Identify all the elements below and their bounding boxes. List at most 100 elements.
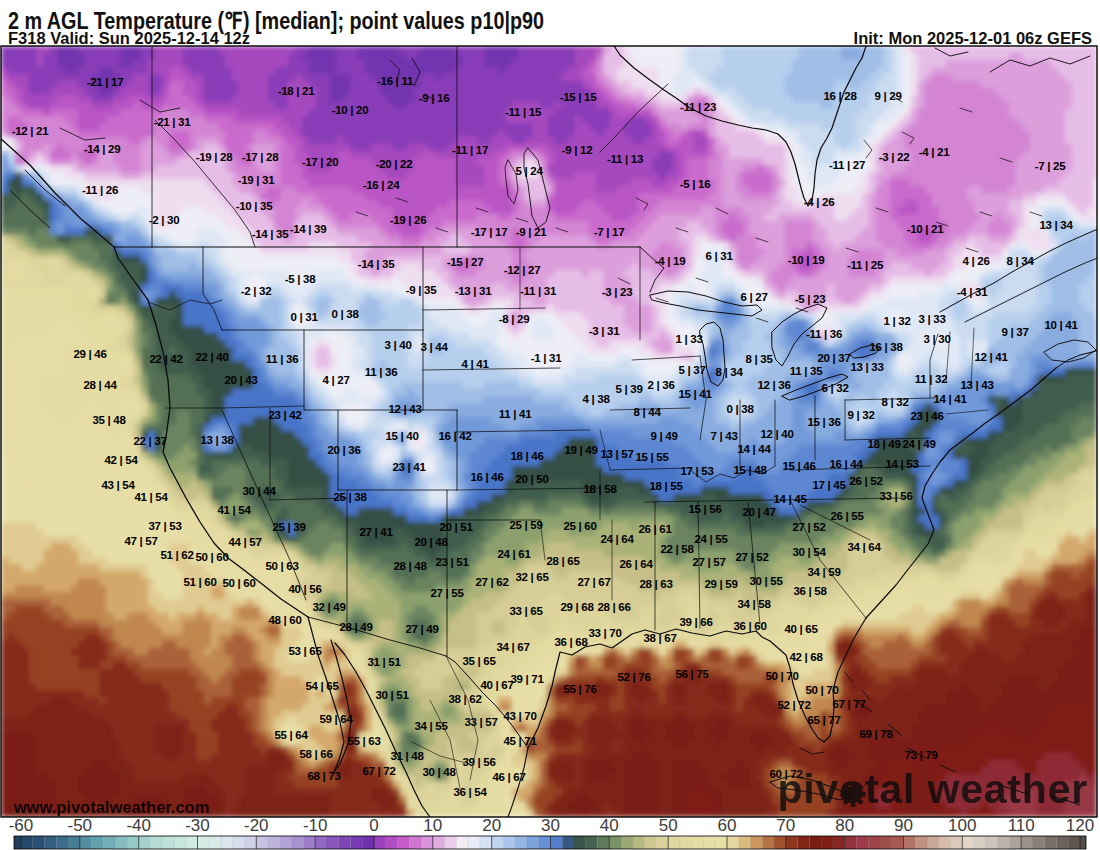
svg-text:20 | 37: 20 | 37 [817, 352, 850, 364]
svg-text:30 | 48: 30 | 48 [422, 766, 456, 778]
svg-text:37 | 53: 37 | 53 [148, 520, 181, 532]
svg-text:25 | 38: 25 | 38 [333, 491, 367, 503]
svg-text:-21 | 17: -21 | 17 [87, 76, 124, 88]
svg-text:73 | 79: 73 | 79 [904, 749, 937, 761]
svg-text:27 | 41: 27 | 41 [359, 526, 393, 538]
svg-text:20 | 43: 20 | 43 [224, 374, 257, 386]
svg-text:20 | 47: 20 | 47 [742, 506, 775, 518]
svg-text:39 | 56: 39 | 56 [462, 756, 495, 768]
svg-text:23 | 41: 23 | 41 [392, 461, 426, 473]
svg-text:28 | 63: 28 | 63 [639, 578, 672, 590]
svg-text:33 | 65: 33 | 65 [509, 605, 543, 617]
svg-text:-14 | 35: -14 | 35 [358, 258, 396, 270]
svg-text:36 | 68: 36 | 68 [554, 636, 588, 648]
svg-text:-9 | 12: -9 | 12 [562, 144, 593, 156]
svg-text:11 | 36: 11 | 36 [365, 366, 397, 378]
svg-text:51 | 62: 51 | 62 [160, 549, 193, 561]
svg-text:-60: -60 [9, 816, 34, 835]
svg-text:40 | 56: 40 | 56 [288, 583, 321, 595]
svg-text:12 | 43: 12 | 43 [388, 403, 421, 415]
svg-text:50 | 70: 50 | 70 [765, 670, 798, 682]
svg-text:-4 | 19: -4 | 19 [655, 255, 686, 267]
svg-text:8 | 34: 8 | 34 [1007, 255, 1035, 267]
svg-text:14 | 44: 14 | 44 [737, 443, 771, 455]
svg-text:23 | 46: 23 | 46 [910, 410, 943, 422]
svg-text:23 | 42: 23 | 42 [268, 409, 301, 421]
svg-text:12 | 41: 12 | 41 [974, 351, 1008, 363]
svg-text:18 | 55: 18 | 55 [649, 480, 683, 492]
svg-text:12 | 40: 12 | 40 [760, 428, 793, 440]
svg-text:-14 | 39: -14 | 39 [290, 223, 327, 235]
svg-text:6 | 27: 6 | 27 [741, 291, 768, 303]
svg-text:-10: -10 [303, 816, 328, 835]
svg-text:15 | 56: 15 | 56 [688, 503, 721, 515]
svg-text:-21 | 31: -21 | 31 [154, 116, 192, 128]
svg-text:-14 | 29: -14 | 29 [84, 143, 121, 155]
svg-text:42 | 54: 42 | 54 [104, 454, 138, 466]
svg-text:16 | 38: 16 | 38 [869, 341, 903, 353]
svg-text:50 | 63: 50 | 63 [265, 560, 298, 572]
svg-text:33 | 70: 33 | 70 [588, 627, 621, 639]
svg-text:28 | 66: 28 | 66 [597, 601, 630, 613]
svg-text:27 | 49: 27 | 49 [405, 623, 438, 635]
svg-text:18 | 49: 18 | 49 [867, 438, 900, 450]
svg-text:-2 | 32: -2 | 32 [241, 285, 272, 297]
svg-text:15 | 40: 15 | 40 [385, 430, 418, 442]
svg-text:67 | 72: 67 | 72 [362, 765, 395, 777]
svg-text:25 | 39: 25 | 39 [272, 521, 305, 533]
svg-text:25 | 60: 25 | 60 [563, 520, 596, 532]
svg-text:8 | 44: 8 | 44 [634, 406, 662, 418]
svg-text:-16 | 24: -16 | 24 [363, 179, 401, 191]
svg-text:-3 | 22: -3 | 22 [879, 151, 910, 163]
svg-text:-11 | 27: -11 | 27 [829, 159, 865, 171]
svg-text:30: 30 [541, 816, 560, 835]
svg-text:-11 | 13: -11 | 13 [607, 153, 643, 165]
svg-text:33 | 57: 33 | 57 [464, 716, 497, 728]
svg-text:56 | 75: 56 | 75 [675, 668, 709, 680]
svg-text:34 | 67: 34 | 67 [496, 641, 529, 653]
svg-text:29 | 68: 29 | 68 [560, 601, 594, 613]
svg-text:59 | 64: 59 | 64 [319, 713, 353, 725]
svg-text:36 | 60: 36 | 60 [733, 620, 766, 632]
svg-text:-1 | 31: -1 | 31 [531, 352, 562, 364]
svg-text:15 | 41: 15 | 41 [678, 388, 712, 400]
svg-text:14 | 45: 14 | 45 [773, 493, 807, 505]
svg-text:16 | 28: 16 | 28 [823, 90, 857, 102]
svg-text:F318 Valid: Sun 2025-12-14 12z: F318 Valid: Sun 2025-12-14 12z [8, 29, 250, 47]
svg-text:30 | 55: 30 | 55 [749, 575, 783, 587]
svg-text:11 | 36: 11 | 36 [266, 353, 298, 365]
svg-text:52 | 76: 52 | 76 [617, 671, 650, 683]
svg-text:5 | 39: 5 | 39 [616, 383, 643, 395]
svg-text:7 | 43: 7 | 43 [711, 430, 738, 442]
svg-text:5 | 37: 5 | 37 [679, 364, 706, 376]
svg-text:9 | 29: 9 | 29 [875, 90, 902, 102]
svg-text:46 | 67: 46 | 67 [492, 771, 525, 783]
svg-text:0 | 38: 0 | 38 [727, 403, 755, 415]
svg-text:-10 | 20: -10 | 20 [332, 104, 369, 116]
svg-text:1 | 32: 1 | 32 [884, 315, 911, 327]
svg-text:35 | 65: 35 | 65 [462, 655, 496, 667]
svg-text:0: 0 [369, 816, 378, 835]
svg-text:-15 | 15: -15 | 15 [560, 91, 598, 103]
svg-text:-40: -40 [126, 816, 151, 835]
svg-text:-8 | 29: -8 | 29 [499, 313, 530, 325]
svg-text:51 | 60: 51 | 60 [183, 576, 216, 588]
svg-text:17 | 53: 17 | 53 [680, 465, 713, 477]
svg-text:27 | 67: 27 | 67 [577, 576, 610, 588]
svg-text:16 | 46: 16 | 46 [470, 471, 503, 483]
svg-text:36 | 58: 36 | 58 [793, 585, 827, 597]
svg-text:www.pivotalweather.com: www.pivotalweather.com [13, 798, 210, 816]
svg-text:27 | 55: 27 | 55 [430, 587, 464, 599]
svg-text:2 | 36: 2 | 36 [648, 379, 675, 391]
svg-text:20 | 48: 20 | 48 [414, 536, 448, 548]
svg-text:14 | 53: 14 | 53 [885, 458, 918, 470]
svg-text:-16 | 11: -16 | 11 [377, 75, 414, 87]
svg-text:47 | 57: 47 | 57 [124, 535, 157, 547]
svg-text:100: 100 [948, 816, 976, 835]
svg-text:26 | 55: 26 | 55 [830, 510, 864, 522]
svg-text:4 | 26: 4 | 26 [963, 255, 990, 267]
svg-text:26 | 64: 26 | 64 [619, 558, 653, 570]
svg-text:6 | 32: 6 | 32 [822, 382, 849, 394]
svg-text:15 | 36: 15 | 36 [807, 416, 840, 428]
svg-text:-11 | 15: -11 | 15 [505, 106, 542, 118]
